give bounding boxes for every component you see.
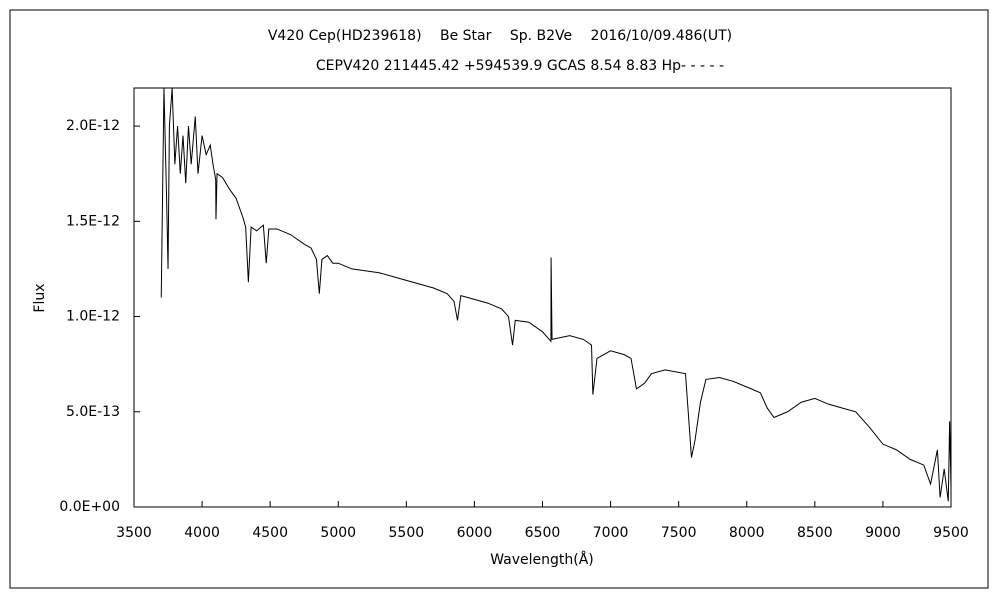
plot-area — [133, 87, 952, 508]
chart-border — [9, 9, 989, 589]
y-tick-label: 1.5E-12 — [66, 213, 120, 229]
x-tick-label: 8000 — [729, 525, 765, 541]
chart-title: V420 Cep(HD239618) Be Star Sp. B2Ve 2016… — [268, 28, 732, 44]
x-tick-label: 5000 — [320, 525, 356, 541]
x-tick-label: 6000 — [457, 525, 493, 541]
x-tick-label: 3500 — [116, 525, 152, 541]
y-axis-label: Flux — [32, 283, 48, 312]
spectrum-line — [160, 87, 952, 502]
x-tick-label: 5500 — [389, 525, 425, 541]
y-tick-label: 5.0E-13 — [66, 404, 120, 420]
chart-subtitle: CEPV420 211445.42 +594539.9 GCAS 8.54 8.… — [316, 58, 724, 74]
x-tick-label: 9500 — [933, 525, 969, 541]
y-tick-label: 2.0E-12 — [66, 118, 120, 134]
x-tick-label: 4000 — [184, 525, 220, 541]
x-tick-label: 4500 — [252, 525, 288, 541]
x-tick-label: 7500 — [661, 525, 697, 541]
x-tick-label: 9000 — [865, 525, 901, 541]
y-tick-label: 1.0E-12 — [66, 309, 120, 325]
y-tick-label: 0.0E+00 — [59, 499, 120, 515]
x-tick-label: 7000 — [593, 525, 629, 541]
x-axis-label: Wavelength(Å) — [490, 551, 594, 568]
x-tick-label: 8500 — [797, 525, 833, 541]
x-tick-label: 6500 — [525, 525, 561, 541]
